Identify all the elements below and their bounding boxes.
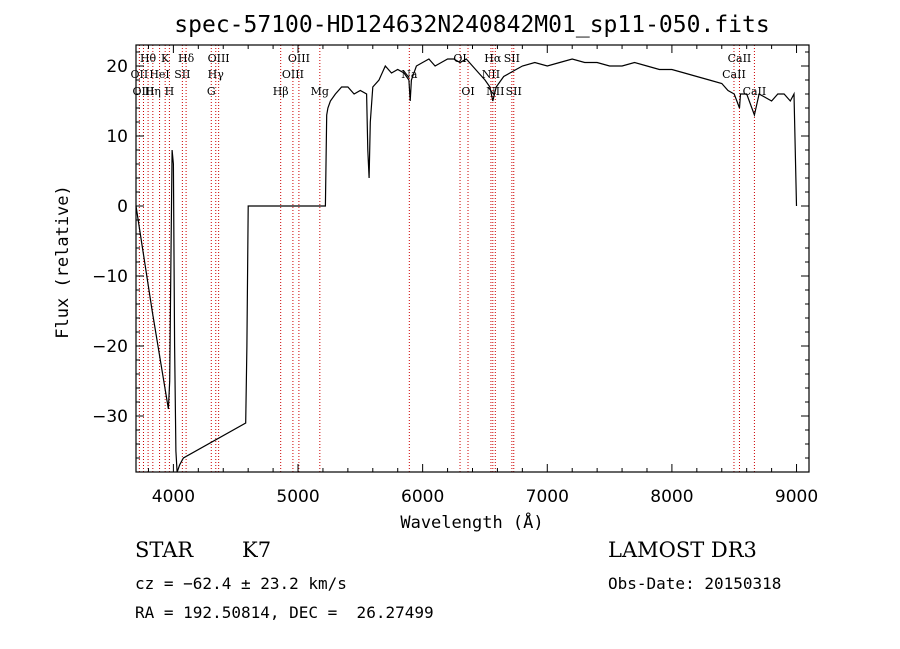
plot-frame xyxy=(135,44,810,473)
chart-title: spec-57100-HD124632N240842M01_sp11-050.f… xyxy=(174,12,769,38)
redshift-velocity: cz = −62.4 ± 23.2 km/s xyxy=(135,574,347,593)
y-tick-label: −10 xyxy=(92,267,128,287)
x-tick-label: 5000 xyxy=(276,487,319,507)
marker-label: OI xyxy=(461,85,474,98)
marker-label: Na xyxy=(401,68,418,81)
x-tick-label: 6000 xyxy=(401,487,444,507)
marker-label: CaII xyxy=(722,68,746,81)
marker-label: OIII xyxy=(208,52,230,65)
spectrum-line xyxy=(135,58,798,473)
x-axis-label: Wavelength (Å) xyxy=(400,511,543,533)
y-tick-label: 0 xyxy=(117,197,128,217)
observation-date: Obs-Date: 20150318 xyxy=(608,574,782,593)
object-class: STAR xyxy=(135,538,194,562)
marker-label: H xyxy=(165,85,175,98)
y-axis-ticks: 20 10 0 −10 −20 −30 xyxy=(92,51,809,459)
survey-name: LAMOST DR3 xyxy=(608,538,757,562)
x-tick-label: 9000 xyxy=(775,487,818,507)
y-tick-label: 10 xyxy=(106,127,128,147)
marker-label: Hθ xyxy=(140,52,157,65)
x-tick-label: 7000 xyxy=(526,487,569,507)
y-tick-label: −20 xyxy=(92,337,128,357)
marker-label: G xyxy=(207,85,216,98)
y-axis-label: Flux (relative) xyxy=(53,185,73,339)
object-subclass: K7 xyxy=(242,538,272,562)
sky-coordinates: RA = 192.50814, DEC = 26.27499 xyxy=(135,603,434,622)
marker-label: Mg xyxy=(311,85,329,98)
marker-label: Hδ xyxy=(178,52,195,65)
marker-label: CaII xyxy=(728,52,752,65)
marker-label: SII xyxy=(504,52,520,65)
y-tick-label: −30 xyxy=(92,407,128,427)
spectral-line-markers xyxy=(138,45,755,472)
marker-label: OIII xyxy=(282,68,304,81)
marker-label: SII xyxy=(174,68,190,81)
marker-label: OIII xyxy=(132,85,154,98)
marker-label: OIII xyxy=(288,52,310,65)
x-axis-ticks: 4000 5000 6000 7000 8000 9000 xyxy=(147,45,818,507)
marker-label: Hα xyxy=(484,52,502,65)
marker-label: Hη xyxy=(145,85,161,98)
marker-label: Hγ xyxy=(208,68,225,81)
marker-label: HeI xyxy=(149,68,169,81)
marker-label: K xyxy=(161,52,170,65)
x-tick-label: 8000 xyxy=(650,487,693,507)
x-tick-label: 4000 xyxy=(152,487,195,507)
marker-label: NII xyxy=(482,68,500,81)
marker-label: OII xyxy=(131,68,149,81)
y-tick-label: 20 xyxy=(106,57,128,77)
marker-label: Hβ xyxy=(273,85,289,98)
marker-label: OI xyxy=(453,52,466,65)
marker-label: SII xyxy=(506,85,522,98)
